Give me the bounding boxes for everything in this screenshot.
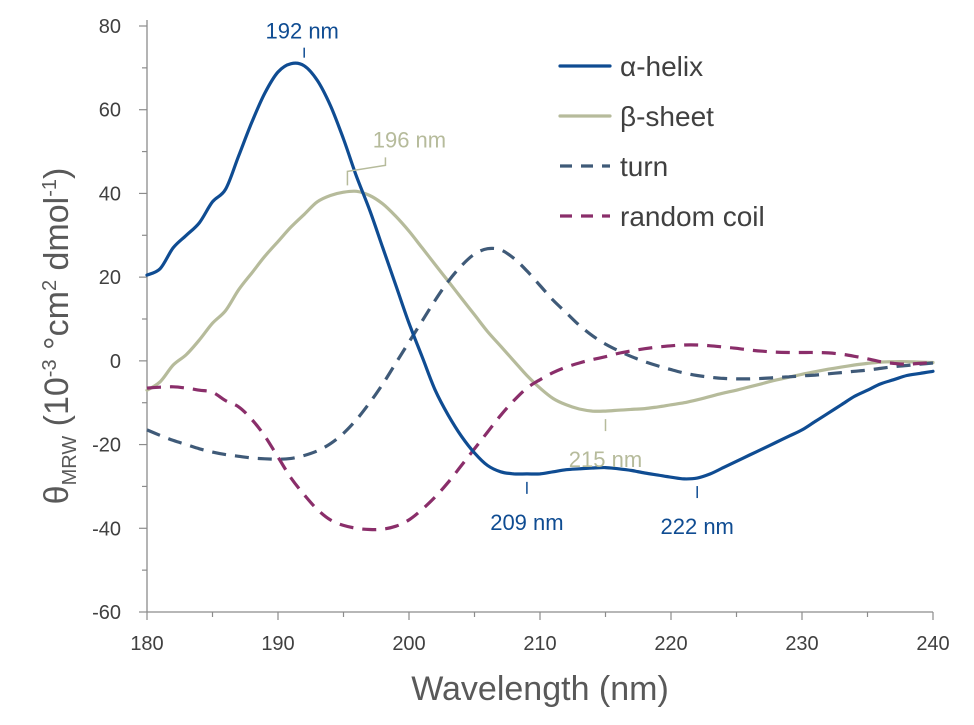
- y-tick-label: -20: [92, 435, 121, 457]
- y-tick-label: 80: [99, 16, 121, 38]
- x-axis-title: Wavelength (nm): [411, 670, 669, 708]
- y-axis-title-part2: °cm: [38, 291, 76, 359]
- series-line-helix: [145, 61, 935, 481]
- y-axis-title-subscript: MRW: [59, 436, 81, 486]
- y-tick-label: 60: [99, 100, 121, 122]
- y-axis-title-sup3: -1: [39, 179, 61, 197]
- y-tick-label: 40: [99, 183, 121, 205]
- axes: -60 -40 -20 0 20 40 60 80 180 190 200 210 220 230 240: [92, 16, 950, 655]
- annotation-layer: 192 nm 196 nm 209 nm 215 nm 222 nm: [266, 19, 734, 539]
- legend: α-helix β-sheet turn random coil: [558, 51, 765, 232]
- annotation-bracket: [346, 157, 387, 186]
- x-tick-label: 230: [785, 633, 818, 655]
- y-axis-title-part3: dmol: [38, 197, 76, 280]
- y-tick-label: 0: [110, 351, 121, 373]
- series-line-sheet: [145, 189, 935, 413]
- annotation-label: 222 nm: [661, 514, 734, 539]
- y-axis-title-part1: (10: [38, 377, 76, 436]
- y-axis-title: θMRW (10-3 °cm2 dmol-1): [38, 168, 81, 505]
- series-layer: [145, 61, 935, 532]
- y-tick-label: -40: [92, 518, 121, 540]
- annotation-label: 192 nm: [266, 19, 339, 44]
- annotation-label: 196 nm: [373, 127, 446, 152]
- series-line-random-coil: [146, 343, 934, 532]
- x-tick-label: 220: [654, 633, 687, 655]
- y-tick-label: 20: [99, 267, 121, 289]
- series-line-turn: [146, 246, 934, 461]
- y-axis-title-symbol: θ: [38, 485, 76, 504]
- x-tick-label: 240: [916, 633, 949, 655]
- x-tick-label: 180: [130, 633, 163, 655]
- legend-label-turn: turn: [620, 151, 668, 182]
- y-tick-label: -60: [92, 602, 121, 624]
- y-axis-title-sup1: -3: [39, 359, 61, 377]
- y-axis-title-part4: ): [38, 168, 76, 179]
- legend-label-sheet: β-sheet: [620, 101, 714, 132]
- y-axis-title-sup2: 2: [39, 280, 61, 291]
- annotation-label: 215 nm: [569, 447, 642, 472]
- x-tick-label: 190: [261, 633, 294, 655]
- legend-label-helix: α-helix: [620, 51, 703, 82]
- x-tick-label: 200: [392, 633, 425, 655]
- annotation-label: 209 nm: [490, 510, 563, 535]
- x-tick-label: 210: [523, 633, 556, 655]
- legend-label-random-coil: random coil: [620, 201, 765, 232]
